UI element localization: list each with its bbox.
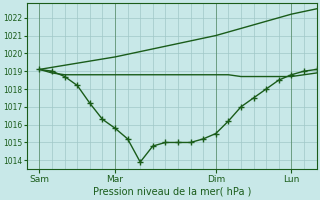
- X-axis label: Pression niveau de la mer( hPa ): Pression niveau de la mer( hPa ): [92, 187, 251, 197]
